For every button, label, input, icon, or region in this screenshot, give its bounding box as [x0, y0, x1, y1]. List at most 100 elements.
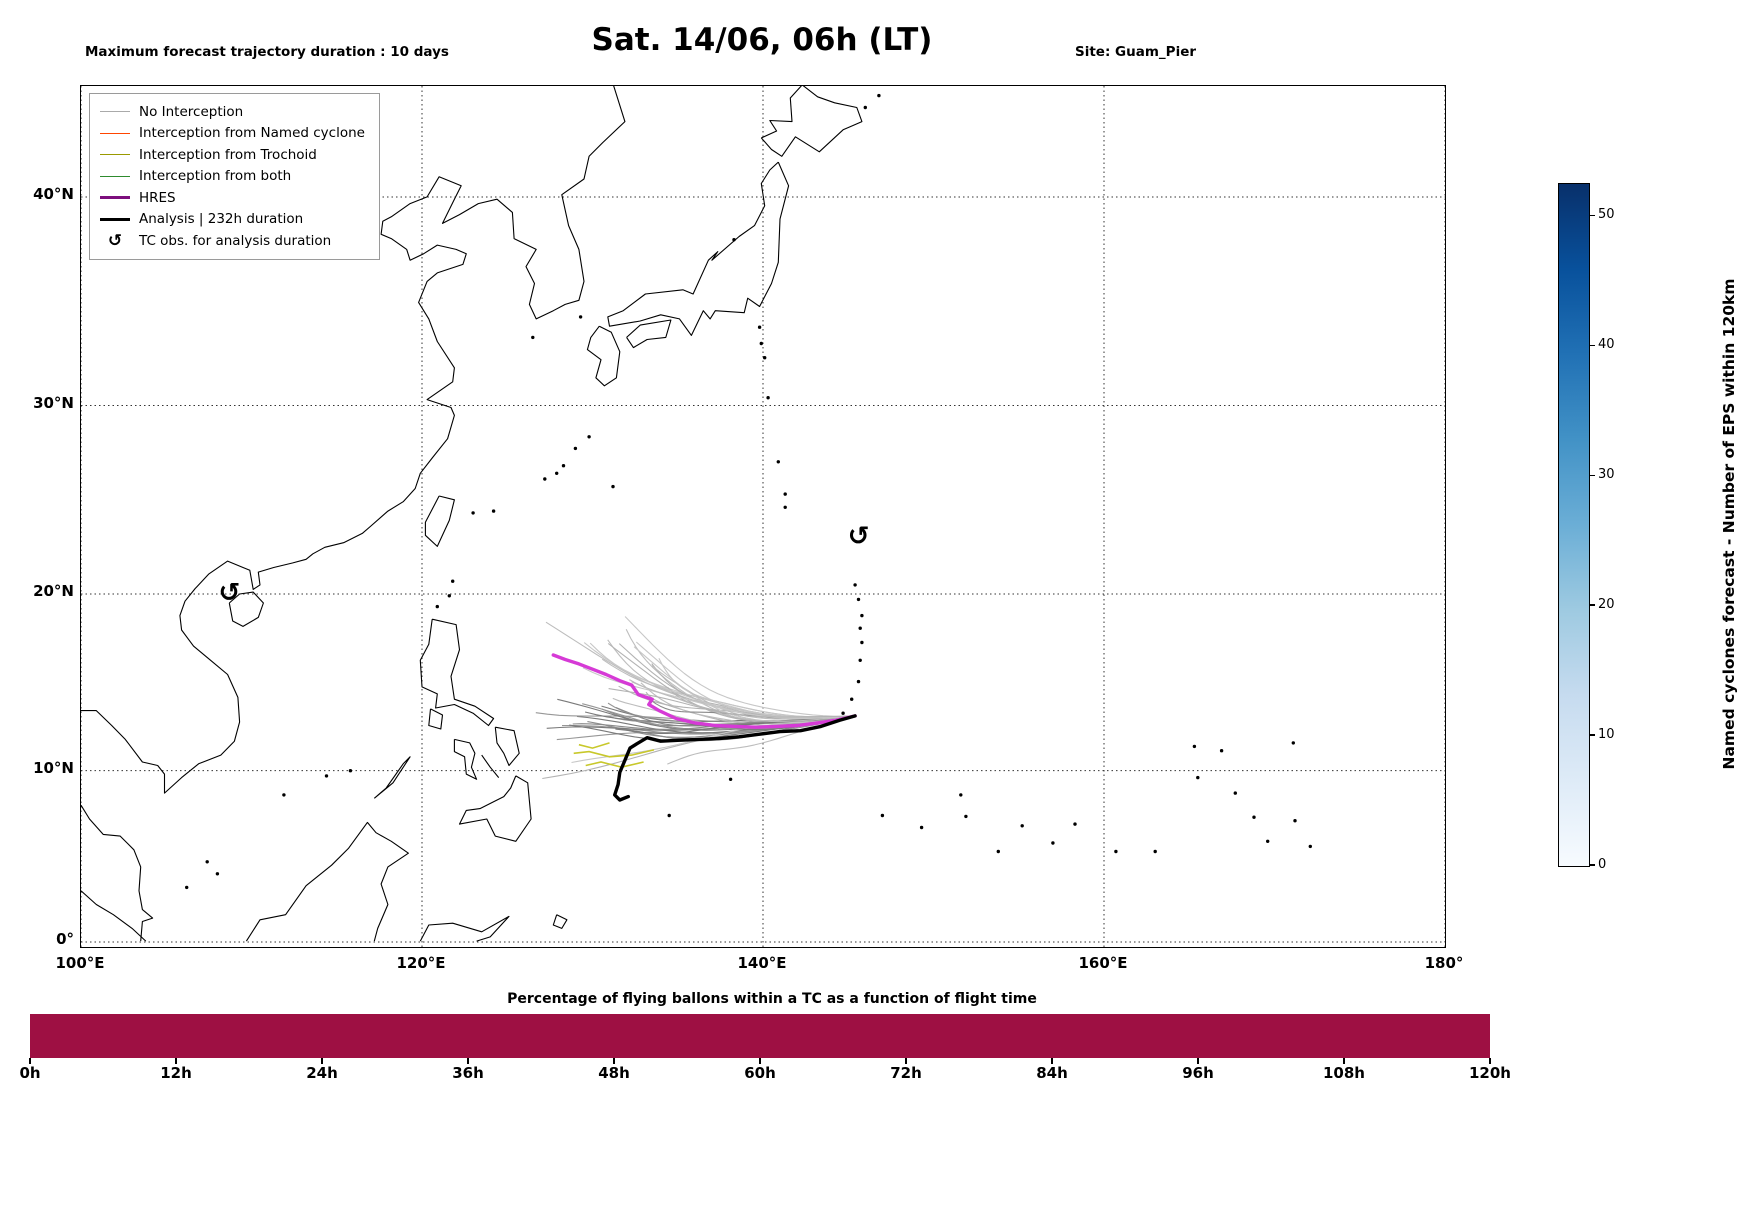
bottom-tick — [613, 1058, 615, 1064]
bottom-tick — [1197, 1058, 1199, 1064]
bottom-tick — [175, 1058, 177, 1064]
coastline — [494, 726, 520, 767]
island-dot — [578, 315, 583, 319]
coastline — [626, 319, 672, 349]
map-canvas: ↺↺ — [81, 86, 1445, 947]
legend-line-swatch — [100, 132, 130, 134]
colorbar-tick-label: 10 — [1598, 727, 1615, 743]
y-tick-label: 0° — [56, 930, 74, 948]
bottom-tick-label: 84h — [1036, 1064, 1068, 1082]
bottom-chart-title: Percentage of flying ballons within a TC… — [507, 991, 1037, 1007]
bottom-tick — [467, 1058, 469, 1064]
island-dot — [667, 813, 671, 818]
bottom-tick-label: 72h — [890, 1064, 922, 1082]
coastline — [419, 915, 510, 942]
bottom-tick — [1051, 1058, 1053, 1064]
island-dot — [858, 626, 862, 630]
coastline — [81, 890, 147, 942]
island-dot — [611, 484, 615, 489]
island-dot — [860, 640, 864, 645]
legend-item-label: Analysis | 232h duration — [139, 211, 304, 228]
x-tick-label: 100°E — [55, 954, 105, 972]
island-dot — [324, 774, 329, 778]
island-dot — [348, 769, 353, 773]
colorbar-tick — [1590, 734, 1595, 736]
island-dot — [964, 814, 968, 819]
info-line-site: Site: Guam_Pier — [1075, 44, 1197, 60]
island-dot — [1308, 844, 1313, 849]
x-tick-label: 120°E — [396, 954, 446, 972]
legend-item: HRES — [100, 187, 365, 209]
island-dot — [573, 446, 578, 451]
island-dot — [763, 356, 767, 360]
colorbar-tick-label: 50 — [1598, 207, 1615, 223]
eps-trajectory — [624, 616, 856, 717]
island-dot — [451, 579, 455, 583]
island-dot — [919, 825, 924, 830]
legend-item: Analysis | 232h duration — [100, 209, 365, 231]
island-dot — [880, 813, 885, 818]
legend-line-swatch — [100, 196, 130, 200]
colorbar-tick-label: 30 — [1598, 467, 1615, 483]
legend-item-label: Interception from Trochoid — [139, 146, 317, 163]
island-dot — [1153, 849, 1157, 854]
bottom-tick — [1343, 1058, 1345, 1064]
island-dot — [783, 492, 787, 496]
island-dot — [759, 341, 763, 346]
colorbar-tick — [1590, 474, 1595, 477]
island-dot — [863, 105, 867, 110]
island-dot — [1020, 824, 1024, 828]
coastline — [228, 591, 264, 627]
trochoid-trajectory — [573, 749, 655, 758]
island-dot — [858, 658, 862, 662]
bottom-tick-label: 12h — [160, 1064, 192, 1082]
bottom-tick — [321, 1058, 323, 1064]
island-dot — [587, 435, 591, 439]
coastline — [81, 86, 626, 794]
bottom-bar — [30, 1014, 1490, 1058]
bottom-tick — [29, 1058, 31, 1064]
island-dot — [783, 505, 787, 509]
map-plot: ↺ ↺ No Interception Interception from Name… — [80, 85, 1446, 948]
colorbar-tick-label: 20 — [1598, 597, 1615, 613]
coastline — [760, 86, 863, 157]
figure-title: Sat. 14/06, 06h (LT) — [591, 22, 933, 58]
island-dot — [1233, 791, 1238, 795]
bottom-tick-label: 120h — [1469, 1064, 1511, 1082]
bottom-tick-label: 36h — [452, 1064, 484, 1082]
legend-line-swatch — [100, 217, 130, 221]
colorbar-tick — [1590, 604, 1595, 606]
tc-obs-icon: ↺ — [218, 578, 240, 608]
island-dot — [1051, 841, 1055, 845]
trochoid-trajectory — [585, 761, 644, 769]
island-dot — [841, 711, 845, 715]
bottom-tick-label: 24h — [306, 1064, 338, 1082]
legend-line-swatch — [100, 175, 130, 177]
island-dot — [856, 597, 861, 602]
island-dot — [531, 335, 535, 340]
bottom-tick-label: 96h — [1182, 1064, 1214, 1082]
y-tick-label: 40°N — [33, 184, 74, 203]
island-dot — [543, 477, 547, 481]
colorbar-tick-label: 0 — [1598, 857, 1607, 872]
island-dot — [1293, 819, 1297, 823]
coastline — [552, 914, 568, 929]
legend-item: Interception from Named cyclone — [100, 123, 365, 145]
legend-item: Interception from Trochoid — [100, 144, 365, 166]
island-dot — [860, 613, 864, 618]
legend-item: ↺ TC obs. for analysis duration — [100, 230, 365, 252]
legend-item-label: HRES — [139, 189, 176, 206]
eps-trajectory — [589, 642, 856, 720]
island-dot — [1196, 775, 1200, 780]
legend-item-label: Interception from both — [139, 168, 292, 185]
island-dot — [185, 885, 189, 890]
eps-trajectory — [608, 688, 856, 718]
legend-line-swatch — [100, 111, 130, 113]
island-dot — [491, 509, 496, 513]
colorbar-label: Named cyclones forecast - Number of EPS … — [1720, 278, 1738, 770]
island-dot — [215, 872, 220, 876]
island-dot — [561, 464, 566, 468]
coastline — [453, 738, 478, 780]
hres-trajectory — [551, 653, 857, 729]
